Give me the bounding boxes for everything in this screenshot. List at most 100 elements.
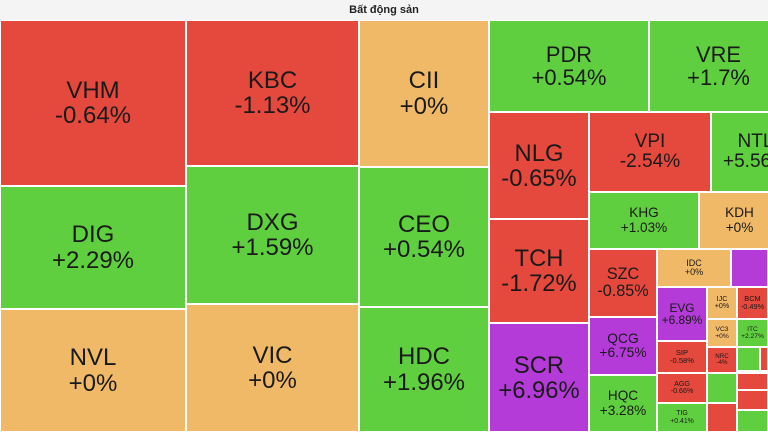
tile: VHM -0.64% bbox=[0, 20, 186, 186]
tile-change: +2.29% bbox=[51, 246, 135, 274]
tile-change: +0% bbox=[714, 302, 730, 310]
tile-change: +1.96% bbox=[382, 368, 466, 396]
tile-label: VHM bbox=[66, 76, 120, 104]
tile-change: +1.03% bbox=[620, 219, 668, 235]
tile-label: CII bbox=[408, 67, 440, 95]
small-tile bbox=[731, 249, 768, 287]
tile-label: VIC bbox=[252, 341, 293, 369]
tile-change: -0.65% bbox=[501, 164, 577, 192]
tile-label: DXG bbox=[246, 208, 299, 236]
tile-label: TIG bbox=[676, 410, 688, 418]
tile-change: +0% bbox=[68, 369, 118, 397]
tile: ITC +2.27% bbox=[737, 319, 768, 347]
tile-label: VPI bbox=[634, 131, 666, 153]
tile-label: KHG bbox=[629, 205, 659, 221]
tile: PDR +0.54% bbox=[489, 20, 649, 112]
tile-label: NRC bbox=[715, 352, 729, 360]
tile-label: IDC bbox=[686, 257, 702, 268]
tile-change: +0.54% bbox=[382, 236, 466, 263]
tile-label: TCH bbox=[514, 245, 564, 272]
tile-label: BCM bbox=[744, 294, 761, 304]
tile-change: -0.58% bbox=[669, 356, 695, 365]
tile-change: +1.59% bbox=[231, 234, 314, 261]
small-tile bbox=[737, 347, 760, 371]
tile: NLG -0.65% bbox=[489, 112, 589, 219]
tile-label: EVG bbox=[669, 300, 695, 315]
tile: VIC +0% bbox=[186, 304, 359, 432]
tile: TCH -1.72% bbox=[489, 219, 589, 323]
tile-label: AGG bbox=[674, 379, 690, 388]
tile: KDH +0% bbox=[699, 192, 768, 249]
tile-label: SIP bbox=[675, 348, 689, 357]
tile-label: VRE bbox=[695, 42, 741, 67]
tile-label: CEO bbox=[397, 210, 450, 238]
tile-change: +0.54% bbox=[531, 65, 607, 90]
heatmap-title: Bất động sản bbox=[0, 0, 768, 20]
tile: BCM -0.49% bbox=[737, 287, 768, 319]
tile: VRE +1.7% bbox=[649, 20, 768, 112]
tile: DXG +1.59% bbox=[186, 166, 359, 304]
tile-change: +2.27% bbox=[741, 333, 764, 340]
tile-label: ITC bbox=[747, 326, 758, 333]
tile-label: DIG bbox=[71, 221, 115, 249]
tile: HDC +1.96% bbox=[359, 307, 489, 432]
tile-change: +3.28% bbox=[599, 402, 647, 418]
tile: KHG +1.03% bbox=[589, 192, 699, 249]
tile-change: +0% bbox=[399, 92, 449, 120]
small-tile bbox=[707, 373, 737, 403]
tile: IJC +0% bbox=[707, 287, 737, 319]
tile-label: HQC bbox=[607, 388, 639, 404]
tile-change: -1.13% bbox=[234, 92, 311, 119]
tile-change: -2.54% bbox=[619, 151, 681, 172]
tile-change: -1.72% bbox=[501, 270, 577, 297]
tile: AGG -0.66% bbox=[657, 373, 707, 403]
tile-label: NVL bbox=[69, 344, 117, 372]
tile: VPI -2.54% bbox=[589, 112, 711, 192]
tile: CEO +0.54% bbox=[359, 167, 489, 307]
tile-label: SZC bbox=[606, 265, 640, 284]
tile-change: +1.7% bbox=[687, 65, 750, 90]
tile-change: +0% bbox=[725, 219, 754, 235]
tile-change: -0.85% bbox=[597, 282, 649, 300]
tile: HQC +3.28% bbox=[589, 375, 657, 432]
tile-change: +6.96% bbox=[498, 376, 580, 404]
tile-label: KBC bbox=[247, 66, 298, 94]
tile: NVL +0% bbox=[0, 309, 186, 432]
tile-label: PDR bbox=[545, 42, 593, 67]
tile-change: +0% bbox=[715, 333, 729, 340]
tile-change: +0.41% bbox=[670, 417, 694, 425]
tile: DIG +2.29% bbox=[0, 186, 186, 309]
tile-label: QCG bbox=[607, 330, 639, 346]
tile-change: +0% bbox=[248, 367, 297, 394]
tile-label: NLG bbox=[514, 139, 564, 167]
small-tile bbox=[737, 410, 768, 432]
tile: SIP -0.58% bbox=[657, 341, 707, 373]
tile: IDC +0% bbox=[657, 249, 731, 287]
small-tile bbox=[737, 373, 768, 390]
small-tile bbox=[760, 347, 768, 371]
small-tile bbox=[707, 403, 737, 432]
tile-change: +6.75% bbox=[599, 345, 647, 360]
tile: SCR +6.96% bbox=[489, 323, 589, 432]
tile-label: NTL bbox=[737, 131, 768, 153]
tile: VC3 +0% bbox=[707, 319, 737, 347]
tile: CII +0% bbox=[359, 20, 489, 167]
tile-change: +0% bbox=[684, 267, 704, 277]
tile: TIG +0.41% bbox=[657, 403, 707, 432]
tile-change: +5.56% bbox=[722, 151, 768, 172]
tile: NTL+5.56% bbox=[711, 112, 768, 192]
tile-change: -0.66% bbox=[670, 387, 694, 395]
tile-label: VC3 bbox=[715, 326, 729, 333]
tile-label: IJC bbox=[716, 294, 728, 303]
tile-change: +6.89% bbox=[661, 313, 703, 327]
tile-change: -0.49% bbox=[740, 302, 765, 311]
tile-change: -4% bbox=[716, 359, 728, 366]
tile: QCG +6.75% bbox=[589, 317, 657, 375]
small-tile bbox=[737, 390, 768, 410]
tile-label: HDC bbox=[398, 343, 450, 371]
tile-label: KDH bbox=[725, 205, 754, 221]
tile: KBC -1.13% bbox=[186, 20, 359, 166]
tile-label: SCR bbox=[513, 351, 565, 379]
tile-change: -0.64% bbox=[54, 102, 132, 129]
